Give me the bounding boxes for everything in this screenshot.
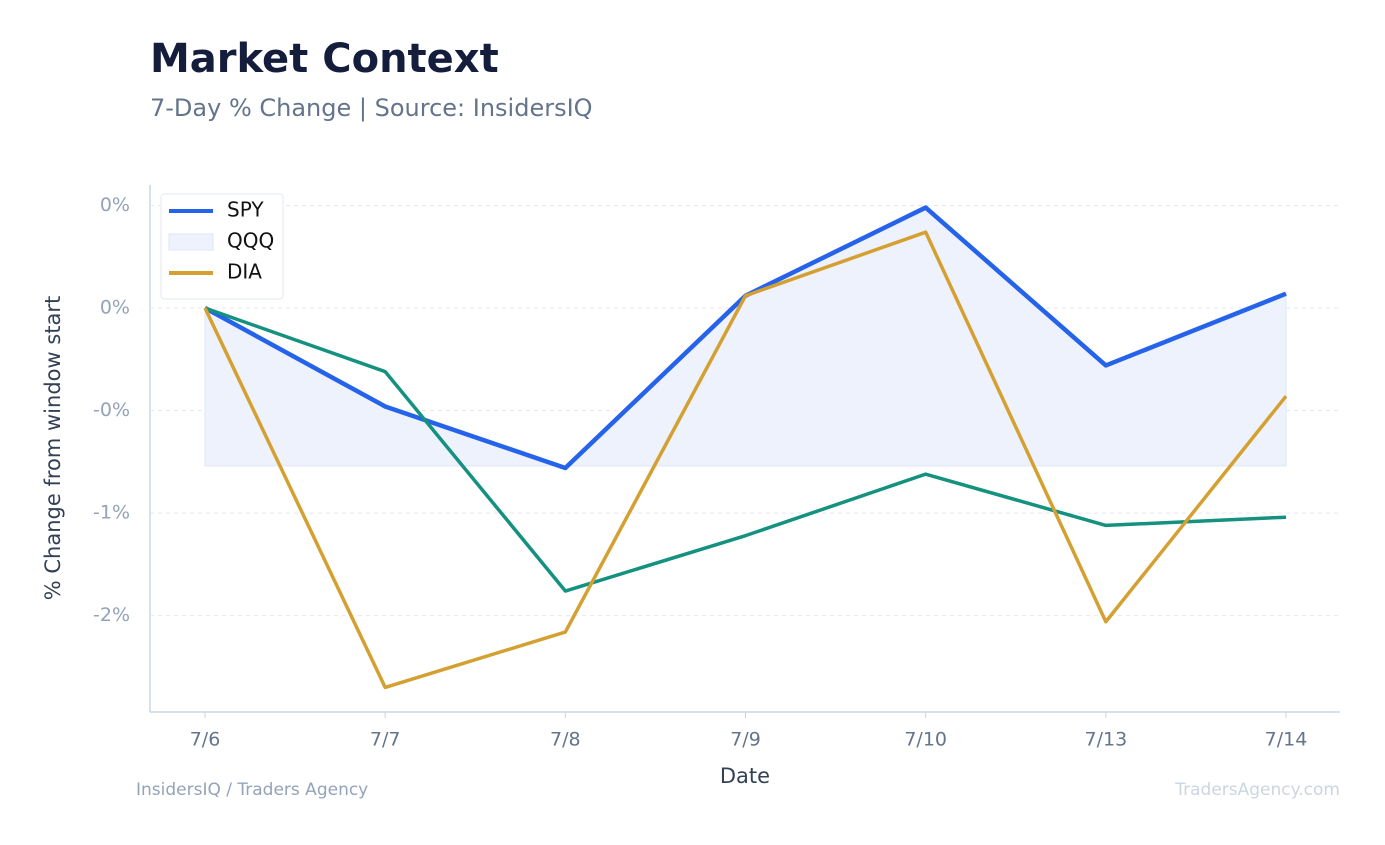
chart-subtitle: 7-Day % Change | Source: InsidersIQ <box>150 94 593 122</box>
footer-left: InsidersIQ / Traders Agency <box>136 780 368 800</box>
legend-label: QQQ <box>227 229 274 253</box>
legend-label: DIA <box>227 260 262 284</box>
x-tick-label: 7/6 <box>190 729 221 751</box>
x-tick-label: 7/13 <box>1084 729 1127 751</box>
x-tick-label: 7/9 <box>730 729 761 751</box>
y-tick-label: -0% <box>93 399 130 421</box>
x-tick-label: 7/7 <box>370 729 401 751</box>
y-tick-label: 0% <box>100 194 130 216</box>
x-tick-label: 7/14 <box>1265 729 1308 751</box>
legend: SPY QQQ DIA <box>160 193 284 300</box>
legend-swatch <box>168 233 214 251</box>
y-tick-label: 0% <box>100 297 130 319</box>
legend-label: SPY <box>227 198 264 222</box>
footer-right: TradersAgency.com <box>1174 780 1340 800</box>
line-series <box>203 230 1288 690</box>
y-axis-label: % Change from window start <box>41 296 65 601</box>
x-axis-label: Date <box>720 764 770 788</box>
x-tick-label: 7/10 <box>904 729 947 751</box>
y-tick-label: -1% <box>93 502 130 524</box>
chart-title: Market Context <box>150 36 499 82</box>
y-tick-label: -2% <box>93 604 130 626</box>
x-tick-label: 7/8 <box>550 729 581 751</box>
fill-area <box>204 206 1287 469</box>
line-series <box>204 306 1287 593</box>
